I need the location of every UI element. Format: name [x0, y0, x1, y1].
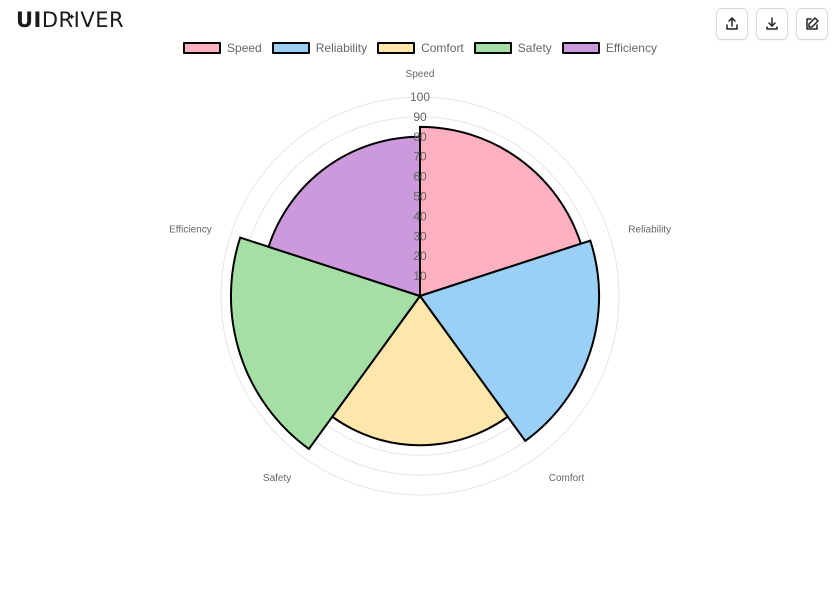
legend-item[interactable]: Efficiency [561, 41, 657, 55]
top-bar: UIDRIVER ✦ [0, 0, 840, 50]
grid-ring [220, 96, 620, 496]
chart-legend: Speed Reliability Comfort Safety Efficiency [0, 38, 840, 58]
tick-label: 30 [413, 229, 427, 243]
tick-label: 50 [413, 190, 427, 204]
legend-label: Speed [227, 41, 262, 55]
legend-item[interactable]: Comfort [377, 41, 464, 55]
logo-spark-icon: ✦ [68, 13, 77, 23]
download-button[interactable] [756, 8, 788, 40]
legend-item[interactable]: Safety [473, 41, 552, 55]
toolbar [716, 8, 828, 40]
logo-light: DRIVER [41, 8, 125, 32]
legend-swatch [183, 42, 222, 54]
download-icon [766, 17, 778, 30]
sector-speed [419, 125, 583, 298]
sector-reliability [418, 239, 601, 443]
point-label: Comfort [549, 473, 585, 484]
tick-label: 60 [413, 170, 427, 184]
point-label: Efficiency [169, 224, 212, 235]
legend-label: Safety [517, 41, 552, 55]
legend-swatch [561, 42, 600, 54]
legend-swatch [377, 42, 416, 54]
tick-label: 100 [410, 90, 430, 104]
logo-strong: UI [16, 8, 42, 32]
legend-label: Comfort [421, 41, 464, 55]
tick-label: 40 [413, 209, 427, 223]
legend-item[interactable]: Reliability [271, 41, 368, 55]
edit-icon [806, 17, 819, 30]
share-button[interactable] [716, 8, 748, 40]
tick-label: 10 [413, 269, 427, 283]
legend-label: Reliability [315, 41, 368, 55]
edit-button[interactable] [796, 8, 828, 40]
legend-swatch [473, 42, 512, 54]
logo: UIDRIVER ✦ [16, 6, 124, 34]
tick-label: 70 [413, 150, 427, 164]
legend-swatch [271, 42, 310, 54]
point-label: Reliability [628, 224, 671, 235]
tick-label: 80 [413, 130, 427, 144]
legend-label: Efficiency [605, 41, 657, 55]
point-label: Safety [263, 473, 291, 484]
sector-safety [229, 236, 422, 451]
tick-label: 90 [413, 110, 427, 124]
share-icon [726, 17, 738, 30]
legend-item[interactable]: Speed [183, 41, 262, 55]
sector-efficiency [267, 135, 421, 298]
tick-label: 20 [413, 249, 427, 263]
point-label: Speed [406, 69, 435, 80]
sector-comfort [330, 294, 510, 447]
